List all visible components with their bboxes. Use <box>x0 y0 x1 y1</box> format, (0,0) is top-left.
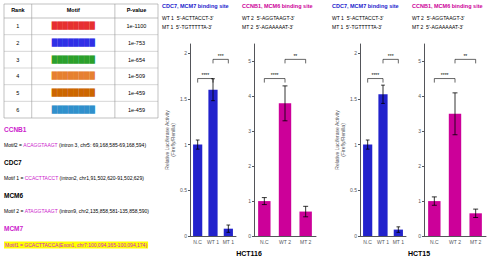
svg-text:MT 2 5'-AGAAAAAT-3': MT 2 5'-AGAAAAAT-3' <box>412 24 463 30</box>
svg-text:1: 1 <box>248 198 251 204</box>
svg-text:1.5: 1.5 <box>350 96 357 102</box>
svg-text:0: 0 <box>184 233 187 239</box>
svg-text:5: 5 <box>418 58 421 64</box>
svg-text:CDC7, MCM7 binding site: CDC7, MCM7 binding site <box>162 3 229 9</box>
svg-text:████████: ████████ <box>51 105 96 114</box>
svg-text:6: 6 <box>16 107 19 113</box>
svg-text:****: **** <box>201 72 209 78</box>
svg-text:**: ** <box>463 53 467 59</box>
svg-text:MCM7: MCM7 <box>4 225 24 232</box>
svg-text:(intron 3, chr5: 69,168,585-69: (intron 3, chr5: 69,168,585-69,168,594) <box>58 142 147 148</box>
svg-text:WT 1 5'-ACTTACCT-3': WT 1 5'-ACTTACCT-3' <box>332 15 383 21</box>
svg-text:MT 2: MT 2 <box>470 239 482 245</box>
svg-text:HCT15: HCT15 <box>408 250 430 257</box>
svg-text:1: 1 <box>16 23 19 29</box>
svg-text:3: 3 <box>248 128 251 134</box>
svg-text:**: ** <box>293 53 297 59</box>
svg-text:MT 1: MT 1 <box>223 239 235 245</box>
svg-text:CCNB1, MCM6 binding site: CCNB1, MCM6 binding site <box>412 3 483 9</box>
svg-text:****: **** <box>271 72 279 78</box>
svg-text:5: 5 <box>248 58 251 64</box>
svg-text:****: **** <box>441 72 449 78</box>
svg-text:0.5: 0.5 <box>350 187 357 193</box>
svg-text:Motif1 = GCACTTACCA(Exon1, chr: Motif1 = GCACTTACCA(Exon1, chr7:100,094,… <box>5 242 147 248</box>
svg-text:WT 2 5'-AGGTAAGT-3': WT 2 5'-AGGTAAGT-3' <box>412 15 465 21</box>
svg-text:2: 2 <box>16 40 19 46</box>
svg-text:WT 1: WT 1 <box>377 239 389 245</box>
svg-text:1: 1 <box>354 142 357 148</box>
svg-text:CCACTTACCT: CCACTTACCT <box>25 175 59 181</box>
svg-text:WT 2: WT 2 <box>449 239 461 245</box>
svg-text:***: *** <box>218 53 224 59</box>
svg-text:0.5: 0.5 <box>180 187 187 193</box>
svg-text:MT 1 5'-TGTTTTTA-3': MT 1 5'-TGTTTTTA-3' <box>332 24 382 30</box>
svg-text:P-value: P-value <box>127 7 147 13</box>
svg-text:(Firefly/Renilla): (Firefly/Renilla) <box>340 123 346 157</box>
svg-text:CDC7: CDC7 <box>4 159 22 166</box>
svg-text:MT 2 5'-AGAAAAAT-3': MT 2 5'-AGAAAAAT-3' <box>242 24 293 30</box>
svg-text:1e-654: 1e-654 <box>128 57 145 63</box>
svg-text:1: 1 <box>184 142 187 148</box>
svg-text:3: 3 <box>16 57 19 63</box>
svg-text:(intron9, chr2,135,858,581-135: (intron9, chr2,135,858,581-135,858,590) <box>58 208 150 214</box>
svg-text:MT 1: MT 1 <box>393 239 405 245</box>
svg-text:***: *** <box>388 53 394 59</box>
svg-text:N.C: N.C <box>363 239 372 245</box>
svg-text:CCNB1, MCM6 binding site: CCNB1, MCM6 binding site <box>242 3 313 9</box>
svg-text:MCM6: MCM6 <box>4 192 24 199</box>
svg-text:****: **** <box>371 72 379 78</box>
svg-text:ACAGGTAAGT: ACAGGTAAGT <box>23 142 57 148</box>
svg-text:4: 4 <box>418 93 421 99</box>
svg-text:1e-753: 1e-753 <box>128 40 145 46</box>
svg-text:████████: ████████ <box>51 38 96 47</box>
svg-text:Relative Luciferase Activity: Relative Luciferase Activity <box>334 110 340 170</box>
svg-text:MT 2: MT 2 <box>300 239 312 245</box>
svg-text:N.C: N.C <box>193 239 202 245</box>
svg-text:1e-509: 1e-509 <box>128 73 145 79</box>
svg-text:WT 2 5'-AGGTAAGT-3': WT 2 5'-AGGTAAGT-3' <box>242 15 295 21</box>
svg-text:ATAGGTAAGT: ATAGGTAAGT <box>25 208 58 214</box>
svg-text:Rank: Rank <box>11 7 25 13</box>
svg-text:WT 1: WT 1 <box>207 239 219 245</box>
svg-text:4: 4 <box>248 93 251 99</box>
svg-text:████████: ████████ <box>51 71 96 80</box>
svg-text:1.5: 1.5 <box>180 96 187 102</box>
svg-text:████████: ████████ <box>51 21 96 30</box>
svg-text:Relative Luciferase Activity: Relative Luciferase Activity <box>164 110 170 170</box>
svg-text:2: 2 <box>418 163 421 169</box>
svg-text:(intron2, chr1,91,502,620-91,5: (intron2, chr1,91,502,620-91,502,629) <box>58 175 144 181</box>
svg-text:0: 0 <box>418 233 421 239</box>
svg-text:WT 2: WT 2 <box>279 239 291 245</box>
svg-text:████████: ████████ <box>51 55 96 64</box>
svg-text:████████: ████████ <box>51 88 96 97</box>
svg-text:4: 4 <box>16 73 19 79</box>
svg-text:5: 5 <box>16 90 19 96</box>
svg-text:MT 1 5'-TGTTTTTA-3': MT 1 5'-TGTTTTTA-3' <box>162 24 212 30</box>
svg-text:0: 0 <box>248 233 251 239</box>
svg-text:Motif: Motif <box>67 7 80 13</box>
svg-text:Motif 1 =: Motif 1 = <box>4 175 25 181</box>
svg-text:HCT116: HCT116 <box>236 250 262 257</box>
svg-text:CCNB1: CCNB1 <box>4 126 27 133</box>
svg-text:2: 2 <box>248 163 251 169</box>
svg-text:(Firefly/Renilla): (Firefly/Renilla) <box>170 123 176 157</box>
svg-text:Motif2 =: Motif2 = <box>4 142 23 148</box>
svg-text:WT 1 5'-ACTTACCT-3': WT 1 5'-ACTTACCT-3' <box>162 15 213 21</box>
svg-text:1: 1 <box>418 198 421 204</box>
svg-text:N.C: N.C <box>260 239 269 245</box>
svg-text:Motif 2 =: Motif 2 = <box>4 208 25 214</box>
svg-text:1e-1100: 1e-1100 <box>127 23 147 29</box>
svg-text:0: 0 <box>354 233 357 239</box>
svg-text:N.C: N.C <box>430 239 439 245</box>
svg-text:1e-459: 1e-459 <box>128 107 145 113</box>
svg-text:2: 2 <box>354 50 357 56</box>
svg-text:3: 3 <box>418 128 421 134</box>
svg-text:2: 2 <box>184 50 187 56</box>
svg-text:1e-459: 1e-459 <box>128 90 145 96</box>
svg-text:CDC7, MCM7 binding site: CDC7, MCM7 binding site <box>332 3 399 9</box>
